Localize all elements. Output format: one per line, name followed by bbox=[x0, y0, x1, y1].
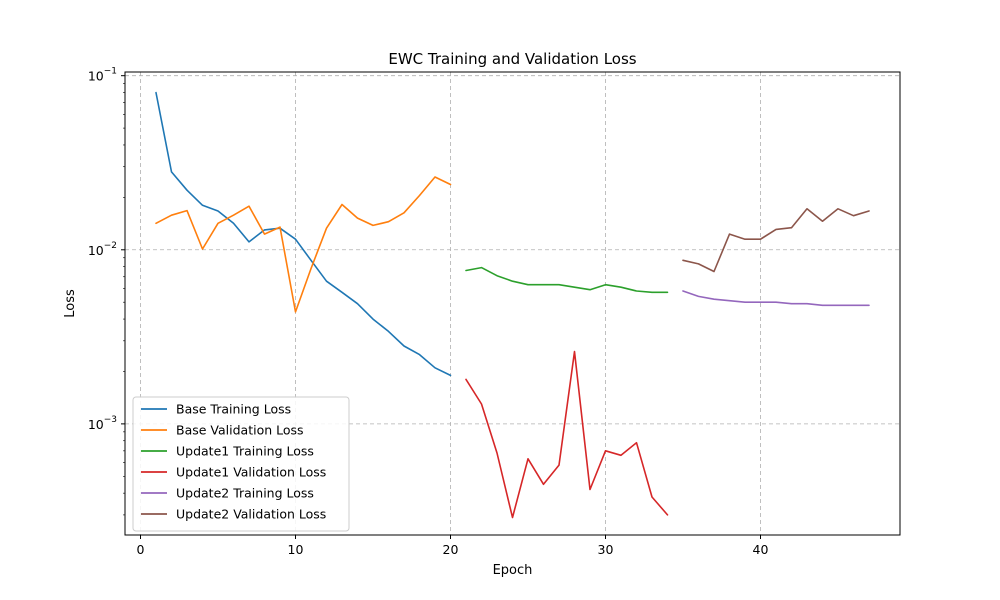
legend-label: Update2 Training Loss bbox=[176, 486, 314, 501]
x-tick-label: 20 bbox=[443, 542, 459, 557]
legend-label: Base Validation Loss bbox=[176, 423, 304, 438]
grid bbox=[125, 72, 900, 535]
legend: Base Training Loss Base Validation Loss Up… bbox=[132, 396, 350, 532]
series-layer bbox=[155, 91, 870, 519]
x-axis-title: Epoch bbox=[493, 563, 533, 578]
plot-frame bbox=[124, 71, 901, 536]
series-line-1 bbox=[155, 91, 452, 377]
x-tick-label: 0 bbox=[137, 542, 145, 557]
x-tick-label: 40 bbox=[753, 542, 769, 557]
series-line-2 bbox=[155, 176, 452, 313]
axis-ticks: 0 10 20 30 40 10−3 10−2 10−1 bbox=[88, 67, 769, 557]
x-tick-label: 30 bbox=[598, 542, 614, 557]
y-axis-title: Loss bbox=[63, 289, 78, 318]
series-line-3 bbox=[465, 266, 669, 294]
y-tick-label: 10−2 bbox=[88, 241, 117, 258]
chart-title: EWC Training and Validation Loss bbox=[388, 50, 636, 68]
legend-box bbox=[132, 396, 350, 532]
legend-label: Update1 Training Loss bbox=[176, 444, 314, 459]
y-tick-label: 10−3 bbox=[88, 415, 117, 432]
series-line-6 bbox=[682, 208, 870, 273]
legend-label: Base Training Loss bbox=[176, 402, 291, 417]
legend-label: Update2 Validation Loss bbox=[176, 507, 326, 522]
series-line-4 bbox=[465, 350, 669, 519]
x-tick-label: 10 bbox=[288, 542, 304, 557]
y-tick-label: 10−1 bbox=[88, 67, 117, 84]
legend-label: Update1 Validation Loss bbox=[176, 465, 326, 480]
series-line-5 bbox=[682, 290, 870, 307]
